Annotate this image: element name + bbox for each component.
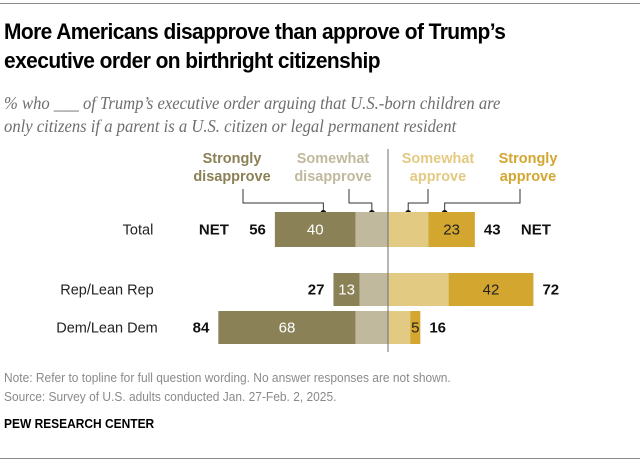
legend-label-line1: Somewhat [297, 151, 370, 167]
net-disapprove-word: NET [199, 222, 229, 239]
net-disapprove-label: 84 [193, 320, 210, 337]
data-label-strongly-disapprove: 13 [338, 282, 355, 299]
source-text: Source: Survey of U.S. adults conducted … [4, 389, 337, 404]
footnote: Note: Refer to topline for full question… [4, 368, 451, 406]
bar-somewhat-disapprove [359, 273, 388, 306]
legend-label-line2: approve [410, 169, 466, 185]
top-rule [0, 3, 640, 4]
bar-somewhat-approve [388, 212, 429, 247]
data-label-strongly-approve: 42 [483, 282, 500, 299]
bar-somewhat-approve [388, 273, 449, 306]
net-approve-label: 43 [484, 222, 501, 239]
legend-label-line1: Somewhat [402, 151, 475, 167]
data-label-strongly-disapprove: 68 [279, 320, 296, 337]
category-label: Total [123, 223, 154, 239]
bars: 40 23 Total 56 43 NET NET 13 42 Rep/Lean Rep 27 72 6… [56, 212, 559, 344]
bar-strongly-approve [428, 212, 475, 247]
bar-somewhat-approve [388, 311, 411, 344]
data-label-strongly-disapprove: 40 [307, 222, 324, 239]
net-approve-word: NET [521, 222, 551, 239]
bottom-rule [0, 458, 640, 459]
category-label: Rep/Lean Rep [60, 283, 154, 299]
legend-label-line2: disapprove [193, 169, 270, 185]
bar-strongly-disapprove [333, 273, 360, 306]
brand-logo-text: PEW RESEARCH CENTER [4, 416, 155, 431]
bar-somewhat-disapprove [355, 311, 388, 344]
net-disapprove-label: 56 [249, 222, 266, 239]
net-approve-label: 16 [429, 320, 446, 337]
title-line-2: executive order on birthright citizenshi… [4, 48, 380, 73]
legend-label-line2: approve [500, 169, 556, 185]
legend-callout-line [242, 189, 324, 212]
chart-subtitle: % who ___ of Trump’s executive order arg… [4, 92, 612, 138]
subtitle-line-1: % who ___ of Trump’s executive order arg… [4, 93, 501, 113]
net-disapprove-label: 27 [308, 282, 325, 299]
net-approve-label: 72 [542, 282, 559, 299]
bar-strongly-disapprove [274, 212, 356, 247]
legend-callout-line [444, 189, 521, 212]
data-label-strongly-approve: 23 [443, 222, 460, 239]
bar-strongly-approve [448, 273, 534, 306]
bar-strongly-approve [410, 311, 421, 344]
legend-label-line1: Strongly [499, 151, 558, 167]
legend: Strongly disapprove Somewhat disapprove Some… [193, 151, 557, 216]
chart-title: More Americans disapprove than approve o… [4, 17, 592, 75]
legend-label-line2: disapprove [294, 169, 371, 185]
legend-label-line1: Strongly [203, 151, 262, 167]
category-label: Dem/Lean Dem [56, 321, 158, 337]
subtitle-line-2: only citizens if a parent is a U.S. citi… [4, 116, 457, 136]
note-text: Note: Refer to topline for full question… [4, 370, 451, 385]
bar-strongly-disapprove [218, 311, 356, 344]
data-label-strongly-approve: 5 [411, 320, 419, 337]
diverging-bar-chart: Strongly disapprove Somewhat disapprove Some… [56, 149, 559, 352]
title-line-1: More Americans disapprove than approve o… [4, 19, 506, 44]
legend-callout-line [348, 189, 373, 212]
legend-callout-line [407, 189, 429, 212]
bar-somewhat-disapprove [355, 212, 388, 247]
